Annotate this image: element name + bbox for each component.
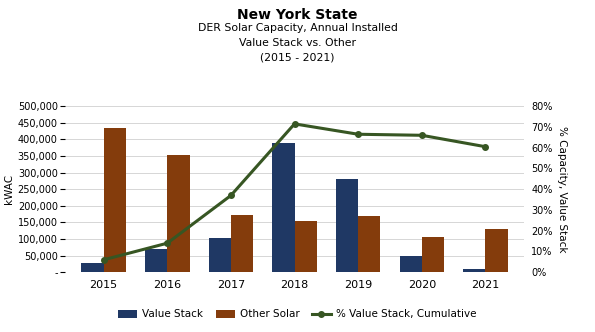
Bar: [336, 179, 358, 272]
Bar: [231, 215, 253, 272]
Bar: [358, 216, 380, 272]
% Value Stack, Cumulative: [291, 122, 298, 126]
Bar: [399, 256, 422, 272]
% Value Stack, Cumulative: [227, 194, 234, 198]
% Value Stack, Cumulative: [418, 133, 425, 137]
Bar: [167, 155, 190, 272]
Bar: [422, 237, 444, 272]
Bar: [82, 263, 104, 272]
Bar: [145, 249, 167, 272]
Line: % Value Stack, Cumulative: % Value Stack, Cumulative: [101, 121, 488, 263]
Bar: [104, 128, 126, 272]
Bar: [463, 269, 486, 272]
Text: DER Solar Capacity, Annual Installed
Value Stack vs. Other
(2015 - 2021): DER Solar Capacity, Annual Installed Val…: [198, 23, 397, 63]
Bar: [486, 229, 508, 272]
% Value Stack, Cumulative: [355, 132, 362, 136]
Legend: Value Stack, Other Solar, % Value Stack, Cumulative: Value Stack, Other Solar, % Value Stack,…: [114, 305, 481, 323]
Y-axis label: kWAC: kWAC: [4, 174, 14, 204]
Bar: [273, 143, 295, 272]
Text: New York State: New York State: [237, 8, 358, 22]
% Value Stack, Cumulative: [482, 145, 489, 149]
Bar: [295, 221, 317, 272]
% Value Stack, Cumulative: [164, 241, 171, 245]
% Value Stack, Cumulative: [100, 258, 107, 262]
Y-axis label: % Capacity, Value Stack: % Capacity, Value Stack: [557, 126, 567, 253]
Bar: [209, 238, 231, 272]
